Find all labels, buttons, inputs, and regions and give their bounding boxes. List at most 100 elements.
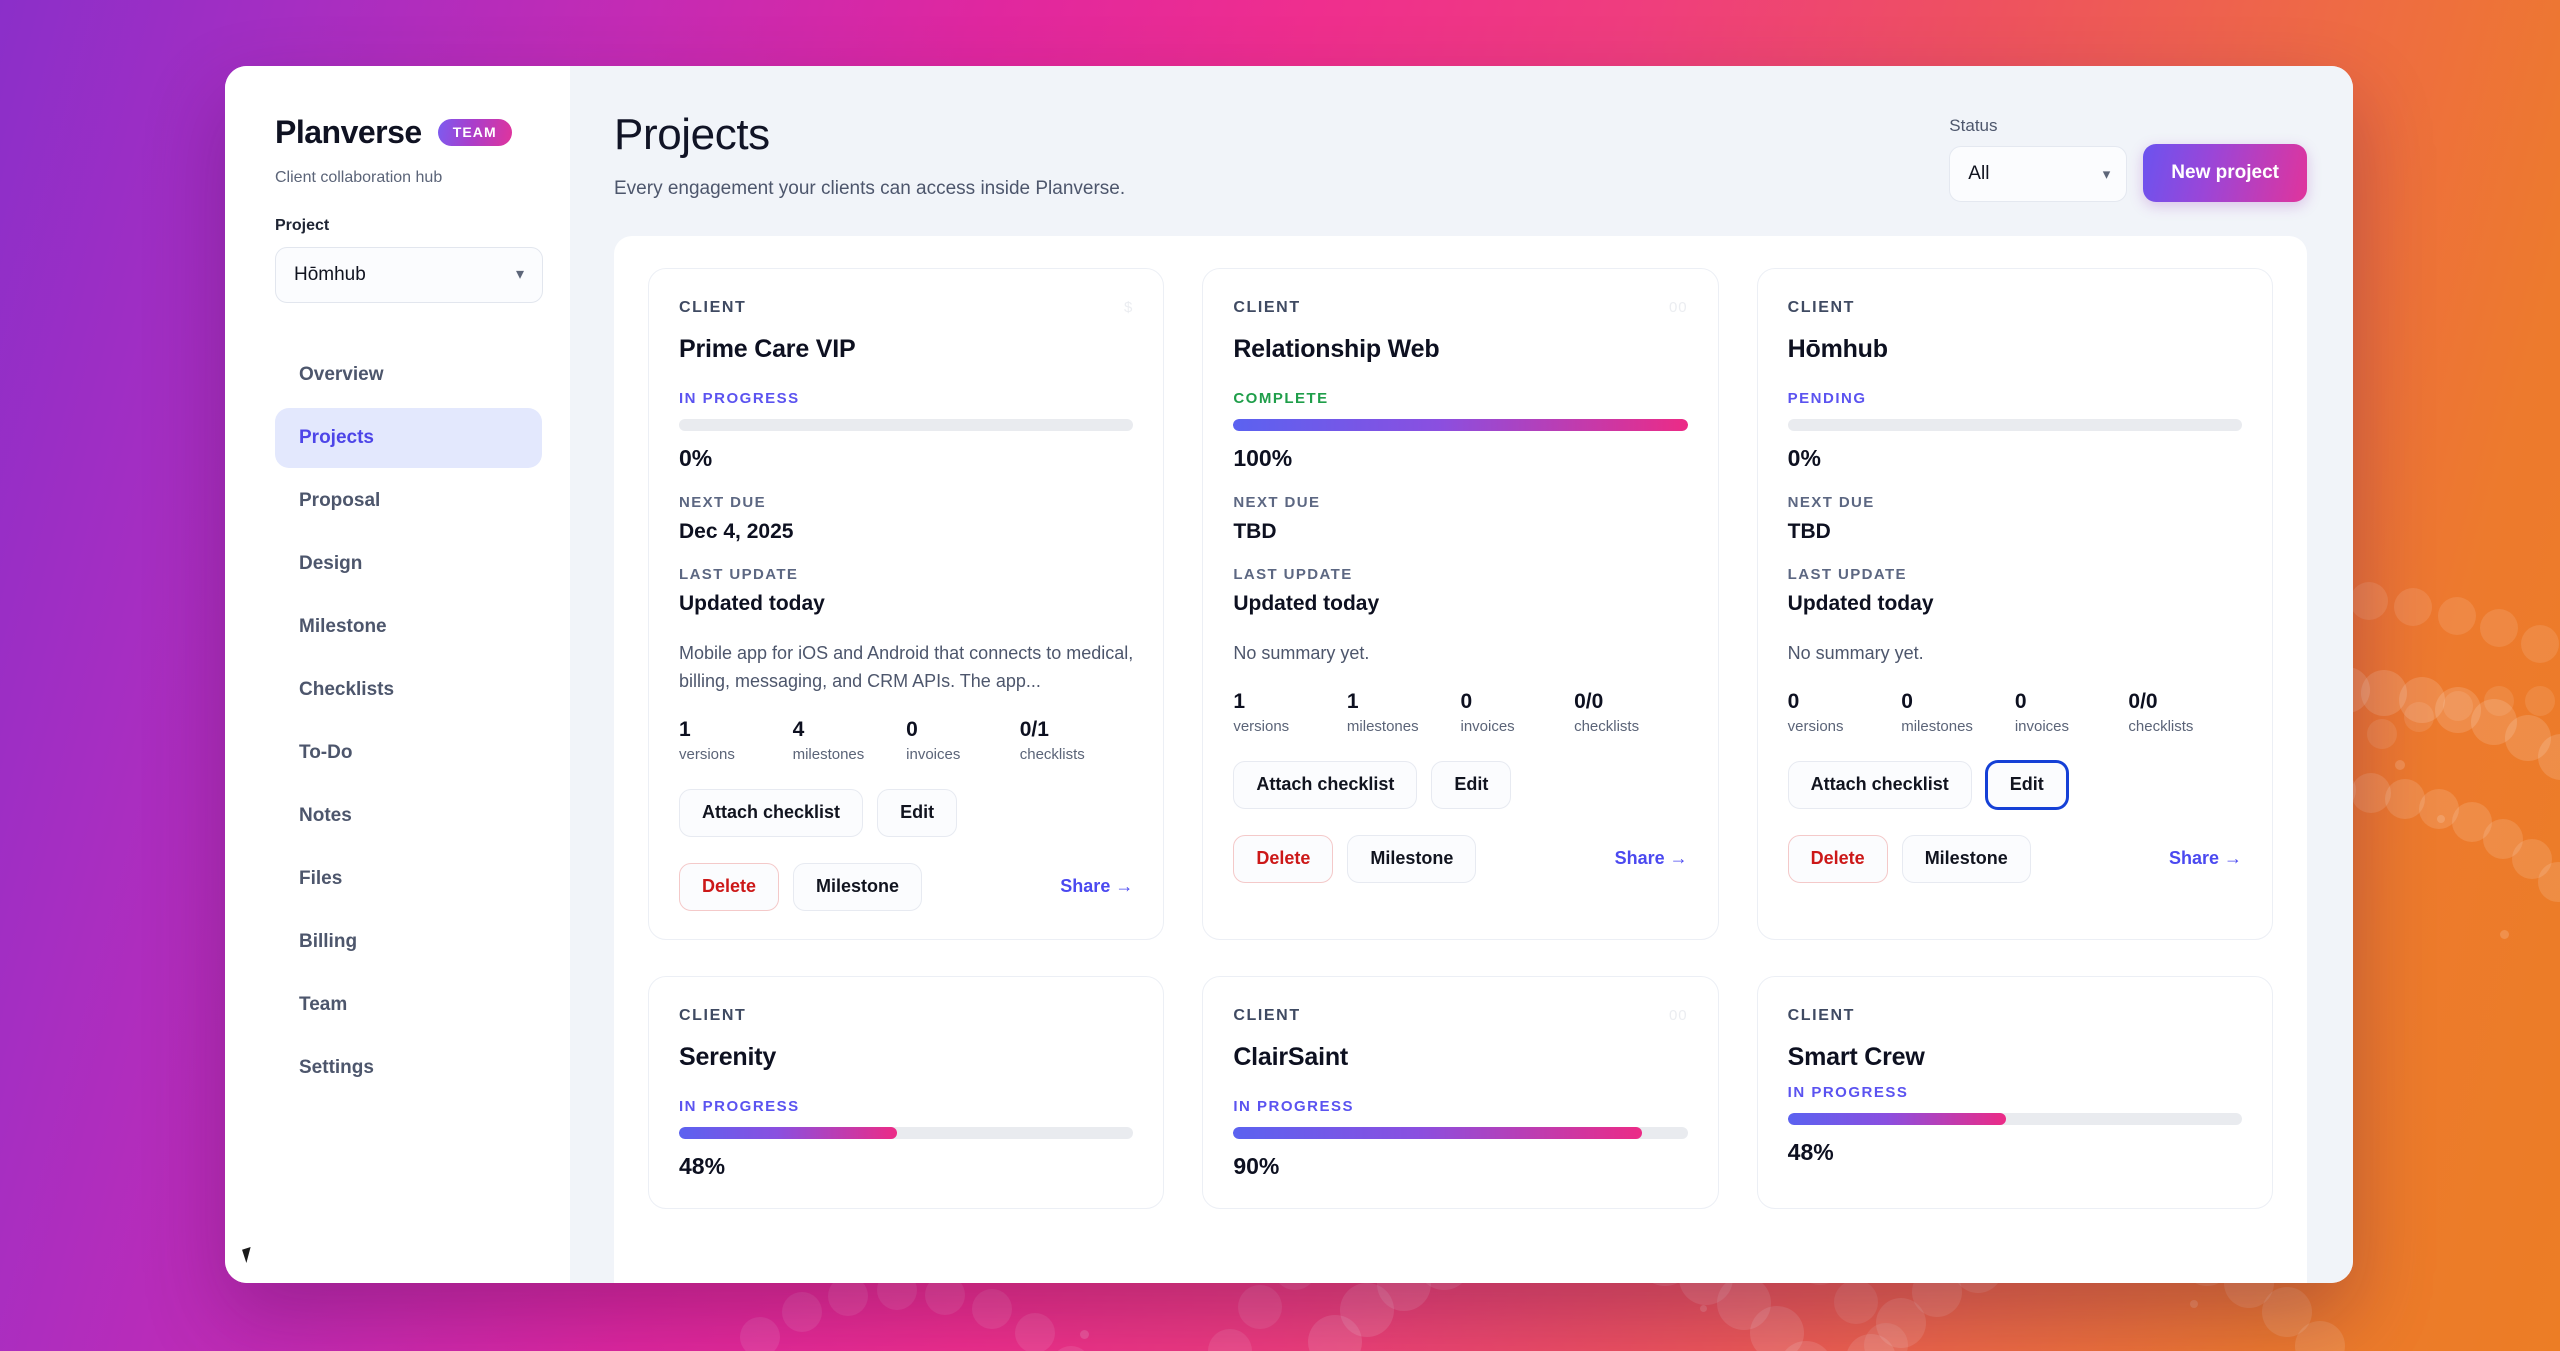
- stat-value: 0: [1787, 689, 1800, 713]
- stat-milestones: 4 milestones: [793, 718, 907, 763]
- card-eyebrow: CLIENT: [1787, 299, 1856, 316]
- next-due-value: Dec 4, 2025: [679, 520, 794, 543]
- last-update-value: Updated today: [1787, 592, 1934, 615]
- edit-button[interactable]: Edit: [1985, 760, 2068, 809]
- stat-caption: milestones: [1346, 717, 1419, 735]
- card-actions-secondary: Delete Milestone Share →: [679, 862, 1134, 911]
- sidebar-item-notes[interactable]: Notes: [275, 786, 542, 846]
- card-eyebrow: CLIENT: [1787, 1006, 1856, 1024]
- page-header: Projects Every engagement your clients c…: [614, 110, 2307, 202]
- edit-button[interactable]: Edit: [877, 788, 958, 837]
- stat-caption: checklists: [1574, 717, 1640, 735]
- sidebar-item-files[interactable]: Files: [275, 849, 542, 909]
- project-card: CLIENT Smart Crew IN PROGRESS 48%: [1756, 975, 2273, 1209]
- stat-value: 1: [1346, 689, 1359, 713]
- sidebar-item-overview[interactable]: Overview: [275, 345, 542, 405]
- milestone-button[interactable]: Milestone: [1901, 834, 2031, 883]
- sidebar-item-label: Proposal: [299, 490, 381, 511]
- brand: Planverse TEAM: [275, 114, 542, 151]
- card-eyebrow: CLIENT: [679, 299, 747, 316]
- attach-checklist-button[interactable]: Attach checklist: [679, 788, 864, 837]
- sidebar-item-settings[interactable]: Settings: [275, 1038, 542, 1098]
- progress-percent: 90%: [1233, 1152, 1280, 1179]
- progress-bar-fill: [1787, 1112, 2006, 1125]
- attach-checklist-button[interactable]: Attach checklist: [1233, 760, 1418, 809]
- next-due-label: NEXT DUE: [1233, 494, 1321, 511]
- sidebar-item-to-do[interactable]: To-Do: [275, 723, 542, 783]
- stat-invoices: 0 invoices: [2015, 690, 2129, 735]
- stat-versions: 0 versions: [1788, 690, 1902, 735]
- main-content: Projects Every engagement your clients c…: [570, 66, 2353, 1283]
- sidebar-item-proposal[interactable]: Proposal: [275, 471, 542, 531]
- stat-value: 0: [906, 717, 918, 741]
- sidebar-item-billing[interactable]: Billing: [275, 912, 542, 972]
- next-due-value: TBD: [1233, 520, 1277, 543]
- stat-caption: invoices: [2014, 717, 2070, 735]
- card-actions-primary: Attach checklist Edit: [1787, 760, 2242, 809]
- page-header-text: Projects Every engagement your clients c…: [614, 110, 1125, 200]
- next-due-label: NEXT DUE: [1787, 494, 1875, 511]
- page-title: Projects: [614, 110, 770, 159]
- sidebar-item-label: Billing: [299, 931, 358, 952]
- chevron-down-icon: ▾: [2102, 165, 2111, 183]
- status-filter-select[interactable]: All ▾: [1949, 146, 2128, 202]
- new-project-button[interactable]: New project: [2143, 144, 2307, 202]
- stat-checklists: 0/1 checklists: [1020, 718, 1134, 763]
- stat-value: 0: [1901, 689, 1913, 713]
- card-title: Relationship Web: [1233, 335, 1440, 363]
- stat-value: 1: [1233, 689, 1246, 713]
- brand-tagline: Client collaboration hub: [275, 169, 443, 186]
- card-top: CLIENT 00: [1233, 299, 1687, 317]
- milestone-button[interactable]: Milestone: [1347, 834, 1477, 883]
- sidebar-item-projects[interactable]: Projects: [275, 408, 542, 468]
- sidebar: Planverse TEAM Client collaboration hub …: [225, 66, 570, 1283]
- sidebar-item-label: Settings: [299, 1057, 374, 1078]
- status-badge: IN PROGRESS: [679, 1097, 800, 1115]
- attach-checklist-button[interactable]: Attach checklist: [1787, 760, 1972, 809]
- milestone-button[interactable]: Milestone: [793, 862, 923, 911]
- projects-grid: CLIENT $ Prime Care VIP IN PROGRESS 0% NEXT D…: [648, 268, 2273, 1209]
- share-link[interactable]: Share →: [1060, 876, 1134, 897]
- status-badge: COMPLETE: [1233, 390, 1329, 407]
- stat-caption: checklists: [1019, 745, 1085, 763]
- delete-button[interactable]: Delete: [679, 862, 780, 911]
- stat-value: 0: [1460, 689, 1473, 713]
- card-title: Smart Crew: [1787, 1042, 1925, 1071]
- project-select[interactable]: Hōmhub ▾: [275, 247, 543, 303]
- sidebar-item-checklists[interactable]: Checklists: [275, 660, 542, 720]
- card-stats: 1 versions 4 milestones 0 invoices 0/1 checklis…: [679, 718, 1133, 763]
- header-controls: Status All ▾ New project: [1949, 110, 2307, 202]
- projects-panel: CLIENT $ Prime Care VIP IN PROGRESS 0% NEXT D…: [614, 236, 2307, 1283]
- project-card: CLIENT Serenity IN PROGRESS 48%: [648, 975, 1165, 1209]
- stat-caption: milestones: [1901, 717, 1973, 735]
- card-title: Prime Care VIP: [679, 335, 856, 363]
- share-link[interactable]: Share →: [1614, 848, 1688, 869]
- card-top: CLIENT 00: [1233, 1007, 1687, 1025]
- last-update-label: LAST UPDATE: [1787, 566, 1907, 583]
- stat-checklists: 0/0 checklists: [1574, 690, 1688, 735]
- project-card: CLIENT $ Prime Care VIP IN PROGRESS 0% NEXT D…: [648, 268, 1165, 940]
- sidebar-nav: Overview Projects Proposal Design Milestone C…: [275, 345, 542, 1098]
- sidebar-item-design[interactable]: Design: [275, 534, 542, 594]
- sidebar-item-label: Design: [299, 553, 363, 574]
- sidebar-item-label: Milestone: [299, 616, 387, 637]
- stat-caption: versions: [1233, 717, 1290, 735]
- card-stats: 0 versions 0 milestones 0 invoices 0/0 checklis…: [1788, 690, 2242, 735]
- delete-button[interactable]: Delete: [1787, 834, 1888, 883]
- card-top: CLIENT: [1788, 299, 2242, 317]
- last-update-value: Updated today: [1233, 592, 1380, 615]
- sidebar-item-label: Files: [299, 868, 343, 889]
- status-badge: IN PROGRESS: [1787, 1083, 1909, 1101]
- progress-bar: [679, 419, 1134, 431]
- card-corner-text: 00: [1668, 1006, 1688, 1024]
- share-link[interactable]: Share →: [2168, 848, 2242, 869]
- progress-percent: 0%: [679, 445, 713, 471]
- edit-button[interactable]: Edit: [1431, 760, 1512, 809]
- next-due-label: NEXT DUE: [679, 494, 767, 511]
- delete-button[interactable]: Delete: [1233, 834, 1334, 883]
- status-filter-value: All: [1968, 163, 1990, 184]
- sidebar-item-team[interactable]: Team: [275, 975, 542, 1035]
- stat-caption: versions: [679, 745, 735, 763]
- sidebar-item-milestone[interactable]: Milestone: [275, 597, 542, 657]
- stat-value: 0/1: [1019, 717, 1049, 741]
